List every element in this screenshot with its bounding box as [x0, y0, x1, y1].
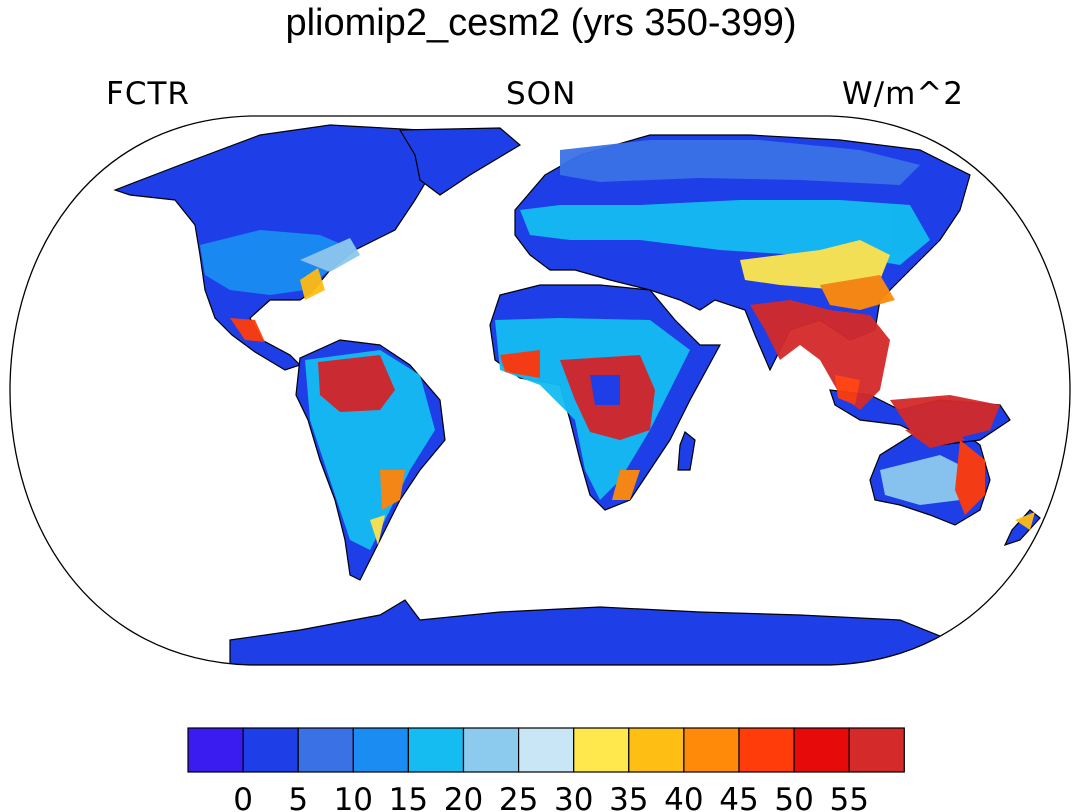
- colorbar-tick-label: 35: [609, 782, 648, 812]
- colorbar-tick-label: 15: [389, 782, 428, 812]
- colorbar-swatch: [848, 727, 905, 773]
- colorbar-swatch: [517, 727, 575, 773]
- colorbar-tick-label: 30: [554, 782, 593, 812]
- colorbar-tick-label: 25: [499, 782, 538, 812]
- colorbar-tick-label: 40: [664, 782, 703, 812]
- variable-label: FCTR: [106, 76, 190, 112]
- season-label: SON: [506, 76, 577, 112]
- map-border: [9, 115, 1071, 666]
- colorbar-swatch: [462, 727, 520, 773]
- colorbar-swatch: [352, 727, 409, 773]
- colorbar-swatch: [297, 727, 354, 773]
- colorbar-tick-label: 0: [233, 782, 253, 812]
- madagascar: [677, 431, 696, 471]
- colorbar-swatch: [242, 727, 299, 773]
- colorbar-tick-label: 5: [288, 782, 308, 812]
- colorbar-swatch: [407, 727, 465, 773]
- colorbar-tick-label: 10: [334, 782, 373, 812]
- colorbar-swatch: [683, 727, 740, 773]
- colorbar-tick-label: 45: [719, 782, 758, 812]
- greenland: [398, 127, 522, 196]
- colorbar-swatch: [573, 727, 630, 773]
- colorbar-swatch: [628, 727, 685, 773]
- colorbar-swatch: [187, 727, 244, 773]
- map-title: pliomip2_cesm2 (yrs 350-399): [285, 2, 797, 44]
- colorbar-tick-label: 50: [774, 782, 813, 812]
- colorbar-swatch: [738, 727, 795, 773]
- units-label: W/m^2: [842, 76, 964, 112]
- colorbar-tick-label: 55: [829, 782, 868, 812]
- colorbar-swatch: [793, 727, 850, 773]
- colorbar-tick-label: 20: [444, 782, 483, 812]
